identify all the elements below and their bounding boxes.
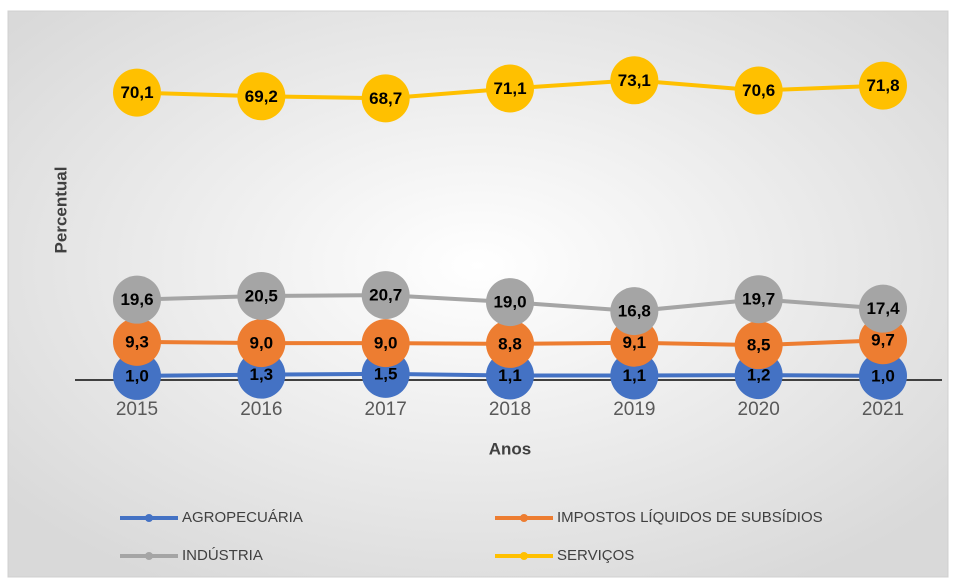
data-label: 19,6 [120, 290, 153, 309]
x-tick-label: 2020 [738, 399, 780, 420]
data-label: 20,5 [245, 286, 278, 305]
data-label: 9,7 [871, 331, 895, 350]
data-label: 8,8 [498, 334, 522, 353]
data-label: 1,1 [498, 366, 522, 385]
data-point [859, 61, 907, 110]
x-tick-label: 2021 [862, 399, 904, 420]
legend-marker [520, 552, 528, 560]
data-label: 1,1 [623, 366, 647, 385]
data-label: 1,0 [871, 366, 895, 385]
data-label: 69,2 [245, 87, 278, 106]
data-point [734, 275, 783, 324]
legend-marker [145, 514, 153, 522]
chart-background [7, 10, 949, 578]
data-point [361, 319, 410, 368]
data-point [237, 319, 286, 368]
data-point [237, 271, 286, 320]
data-point [237, 72, 286, 121]
data-point [734, 321, 783, 370]
data-point [859, 351, 907, 400]
legend-marker [520, 514, 528, 522]
data-label: 68,7 [369, 89, 402, 108]
data-label: 9,3 [125, 332, 149, 351]
data-label: 71,1 [493, 79, 526, 98]
data-point [610, 56, 659, 105]
data-point [113, 317, 161, 366]
data-point [361, 271, 410, 320]
data-label: 9,0 [250, 334, 274, 353]
data-point [610, 351, 659, 400]
data-label: 9,0 [374, 334, 398, 353]
data-point [610, 287, 659, 336]
data-label: 1,3 [250, 365, 274, 384]
data-label: 20,7 [369, 286, 402, 305]
data-point [113, 68, 161, 117]
data-label: 16,8 [618, 302, 651, 321]
data-label: 1,2 [747, 366, 771, 385]
x-tick-label: 2019 [613, 399, 655, 420]
data-label: 19,7 [742, 290, 775, 309]
data-label: 70,6 [742, 81, 775, 100]
x-tick-label: 2016 [240, 399, 282, 420]
data-label: 1,0 [125, 366, 149, 385]
data-label: 73,1 [618, 71, 651, 90]
data-point [734, 66, 783, 115]
legend-label: INDÚSTRIA [182, 547, 263, 564]
data-point [113, 275, 161, 324]
data-point [486, 278, 534, 327]
data-label: 19,0 [493, 293, 526, 312]
x-tick-label: 2015 [116, 399, 158, 420]
data-label: 70,1 [120, 83, 153, 102]
data-point [859, 284, 907, 333]
data-point [486, 64, 534, 113]
data-label: 17,4 [866, 299, 900, 318]
legend-marker [145, 552, 153, 560]
data-label: 1,5 [374, 364, 398, 383]
data-label: 8,5 [747, 336, 771, 355]
data-point [486, 319, 534, 368]
data-label: 9,1 [623, 333, 647, 352]
x-axis-title: Anos [489, 439, 532, 458]
data-point [113, 351, 161, 400]
x-tick-label: 2017 [365, 399, 407, 420]
legend-label: AGROPECUÁRIA [182, 509, 303, 526]
y-axis-title: Percentual [51, 167, 70, 254]
legend-label: SERVIÇOS [557, 547, 634, 564]
data-label: 71,8 [866, 76, 899, 95]
x-tick-label: 2018 [489, 399, 531, 420]
data-point [361, 74, 410, 123]
legend-label: IMPOSTOS LÍQUIDOS DE SUBSÍDIOS [557, 509, 823, 526]
